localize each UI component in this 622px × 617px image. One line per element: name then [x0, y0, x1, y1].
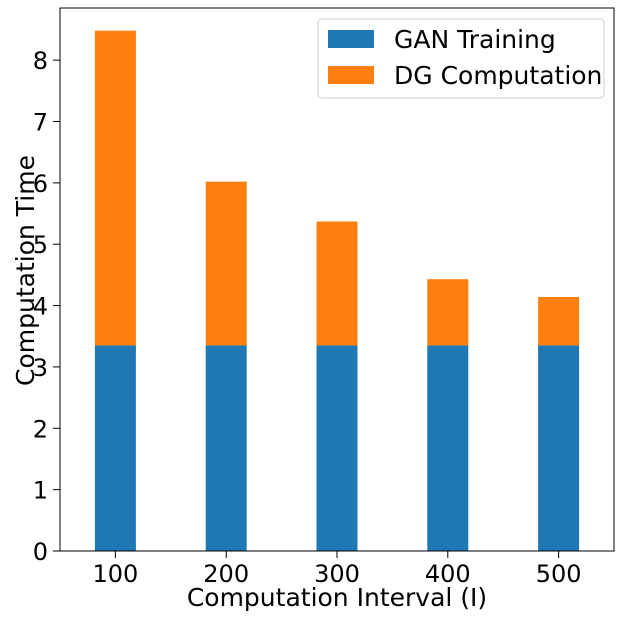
y-tick-label-2: 2: [33, 415, 48, 443]
legend-label-dg-computation: DG Computation: [394, 61, 602, 90]
axes-frame: [59, 7, 615, 552]
bar-dg-computation-100: [94, 30, 136, 346]
x-tick-label-500: 500: [536, 560, 582, 588]
x-tick-label-400: 400: [425, 560, 471, 588]
y-tick-label-7: 7: [33, 109, 48, 137]
y-axis-label: Computation Time: [11, 155, 40, 386]
bar-gan-training-100: [94, 345, 136, 551]
x-tick-label-300: 300: [314, 560, 360, 588]
y-tick-label-0: 0: [33, 538, 48, 566]
bar-gan-training-500: [538, 345, 580, 551]
legend: GAN Training DG Computation: [317, 18, 605, 99]
y-tick-label-6: 6: [33, 170, 48, 198]
bar-dg-computation-400: [427, 279, 469, 346]
legend-box: [317, 18, 605, 99]
bar-dg-computation-300: [316, 221, 358, 346]
x-axis-label: Computation Interval (I): [187, 583, 487, 612]
y-tick-label-1: 1: [33, 477, 48, 505]
legend-swatch-gan-training: [328, 30, 374, 48]
bar-dg-computation-200: [205, 181, 247, 346]
y-tick-label-8: 8: [33, 47, 48, 75]
bar-gan-training-300: [316, 345, 358, 551]
x-tick-label-200: 200: [203, 560, 249, 588]
plot-area: 100 200 300 400 500 0 1 2 3 4 5 6 7 8: [33, 7, 615, 588]
bar-gan-training-200: [205, 345, 247, 551]
bar-gan-training-400: [427, 345, 469, 551]
y-tick-label-3: 3: [33, 354, 48, 382]
bar-dg-computation-500: [538, 296, 580, 346]
legend-label-gan-training: GAN Training: [394, 25, 556, 54]
legend-swatch-dg-computation: [328, 66, 374, 84]
x-tick-label-100: 100: [92, 560, 138, 588]
y-tick-label-4: 4: [33, 293, 48, 321]
y-tick-label-5: 5: [33, 231, 48, 259]
